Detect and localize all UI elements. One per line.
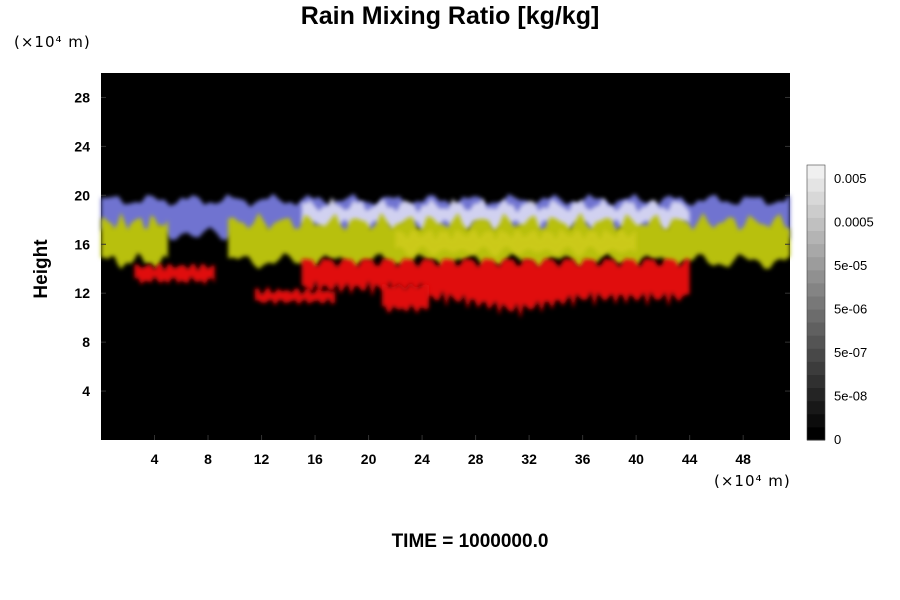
x-tick-label: 40 xyxy=(628,451,644,467)
time-label: TIME = 1000000.0 xyxy=(391,531,549,552)
x-tick-label: 20 xyxy=(361,451,377,467)
colorbar-label: 0 xyxy=(834,432,841,447)
y-tick-label: 28 xyxy=(74,89,90,105)
x-tick-label: 32 xyxy=(521,451,537,467)
colorbar-segment xyxy=(807,413,825,428)
heatmap-layers xyxy=(101,193,791,319)
x-tick-label: 4 xyxy=(151,451,159,467)
x-tick-label: 44 xyxy=(682,451,698,467)
colorbar-segment xyxy=(807,243,825,258)
colorbar-segment xyxy=(807,178,825,192)
x-tick-label: 48 xyxy=(735,451,751,467)
colorbar-frame xyxy=(806,164,826,441)
colorbar-segment xyxy=(807,282,825,297)
x-axis-unit: (×10⁴ m) xyxy=(714,472,791,490)
colorbar-segment xyxy=(807,387,825,402)
colorbar: 0 5e-08 5e-07 5e-06 5e-05 0.0005 0.005 xyxy=(806,164,874,447)
x-tick-label: 16 xyxy=(307,451,323,467)
band-red-main xyxy=(301,258,690,319)
y-tick-label: 20 xyxy=(74,187,90,203)
x-tick-label: 8 xyxy=(204,451,212,467)
colorbar-segment xyxy=(807,165,825,179)
colorbar-segment xyxy=(807,309,825,323)
band-yellow-core xyxy=(395,228,637,258)
colorbar-label: 0.0005 xyxy=(834,215,874,230)
x-tick-label: 28 xyxy=(468,451,484,467)
colorbar-label: 5e-07 xyxy=(834,345,867,360)
colorbar-segment xyxy=(807,374,825,389)
colorbar-segment xyxy=(807,400,825,415)
colorbar-segment xyxy=(807,348,825,362)
colorbar-segment xyxy=(807,296,825,310)
colorbar-segment xyxy=(807,191,825,205)
colorbar-label: 5e-08 xyxy=(834,389,867,404)
x-tick-label: 36 xyxy=(575,451,591,467)
colorbar-segment xyxy=(807,361,825,375)
colorbar-segment xyxy=(807,335,825,349)
y-tick-label: 8 xyxy=(82,334,90,350)
y-tick-label: 12 xyxy=(74,285,90,301)
x-tick-label: 24 xyxy=(414,451,430,467)
y-axis-unit: (×10⁴ m) xyxy=(14,33,91,51)
colorbar-segment xyxy=(807,269,825,284)
x-tick-label: 12 xyxy=(254,451,270,467)
band-red-patch xyxy=(254,286,336,306)
y-tick-label: 16 xyxy=(74,236,90,252)
colorbar-label: 5e-05 xyxy=(834,258,867,273)
y-tick-label: 24 xyxy=(74,138,90,154)
band-red-dip xyxy=(382,282,429,314)
colorbar-segment xyxy=(807,217,825,231)
y-tick-label: 4 xyxy=(82,383,90,399)
colorbar-label: 0.005 xyxy=(834,171,867,186)
colorbar-segment xyxy=(807,322,825,336)
band-green-left xyxy=(101,212,168,270)
chart-title: Rain Mixing Ratio [kg/kg] xyxy=(300,2,600,30)
colorbar-segment xyxy=(807,426,825,441)
colorbar-segment xyxy=(807,230,825,245)
colorbar-segment xyxy=(807,204,825,218)
colorbar-label: 5e-06 xyxy=(834,302,867,317)
band-red-left xyxy=(134,263,215,285)
colorbar-segment xyxy=(807,256,825,271)
